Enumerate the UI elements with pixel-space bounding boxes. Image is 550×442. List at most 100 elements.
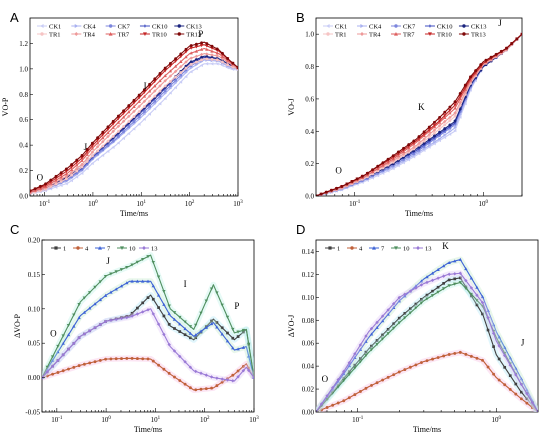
- data-point: [241, 364, 245, 368]
- data-point: [125, 315, 129, 320]
- data-point: [325, 394, 329, 398]
- y-tick-label: 0.20: [28, 237, 41, 245]
- data-point: [173, 327, 176, 330]
- y-axis-label: ΔVO-P: [13, 314, 22, 338]
- plot-frame: [315, 239, 539, 413]
- data-point: [167, 304, 171, 308]
- data-layer: [30, 41, 238, 196]
- legend-marker: [360, 24, 364, 28]
- data-point: [72, 365, 76, 369]
- data-point: [458, 100, 462, 105]
- legend-item: CK10: [139, 23, 167, 30]
- data-point: [453, 128, 457, 133]
- data-point: [148, 107, 152, 111]
- data-point: [205, 57, 209, 61]
- data-point: [220, 51, 224, 55]
- data-point: [168, 91, 172, 95]
- data-point: [358, 343, 363, 347]
- legend-item: TR7: [390, 31, 415, 38]
- data-point: [111, 129, 115, 134]
- data-point: [401, 152, 406, 156]
- data-point: [369, 348, 374, 352]
- data-point: [342, 399, 346, 403]
- data-point: [342, 379, 346, 383]
- data-point: [148, 104, 152, 108]
- y-tick-label: 0.6: [305, 95, 314, 103]
- data-point: [179, 52, 183, 56]
- legend-label: TR7: [403, 31, 415, 38]
- phase-annotation: I: [184, 279, 187, 289]
- data-point: [178, 315, 182, 319]
- data-point: [464, 286, 468, 291]
- data-point: [447, 284, 451, 288]
- data-point: [72, 313, 76, 317]
- legend-item: 1: [325, 245, 340, 252]
- data-point: [508, 387, 512, 391]
- legend: 1 4 7 10 13: [325, 245, 432, 252]
- data-point: [64, 170, 69, 174]
- data-point: [109, 272, 113, 276]
- data-point: [345, 182, 349, 186]
- data-point: [425, 275, 429, 279]
- data-point: [448, 119, 452, 123]
- data-point: [93, 285, 97, 289]
- data-point: [519, 377, 524, 381]
- data-point: [236, 335, 240, 338]
- data-point: [199, 311, 203, 315]
- data-point: [116, 129, 120, 133]
- data-point: [114, 357, 118, 361]
- data-point: [82, 296, 87, 300]
- data-point: [336, 377, 340, 382]
- series-4: [316, 349, 538, 412]
- data-point: [172, 317, 177, 321]
- data-point: [98, 298, 102, 302]
- legend: CK1 CK4 CK7 CK10 CK13 TR1 TR4 TR7 TR10 TR13: [323, 23, 486, 38]
- data-point: [157, 363, 161, 367]
- data-point: [375, 339, 379, 342]
- data-point: [463, 101, 467, 106]
- phase-annotation: O: [335, 165, 342, 175]
- data-point: [422, 130, 426, 134]
- data-point: [458, 257, 462, 261]
- data-point: [336, 401, 340, 405]
- data-point: [101, 136, 105, 140]
- data-point: [442, 354, 446, 358]
- data-point: [205, 47, 209, 51]
- data-point: [492, 345, 495, 348]
- legend-item: TR13: [458, 31, 486, 38]
- data-point: [132, 101, 136, 105]
- data-point: [101, 130, 105, 134]
- x-axis-label: Time/ms: [120, 209, 148, 218]
- data-point: [146, 255, 150, 259]
- data-point: [210, 62, 214, 66]
- data-point: [492, 372, 496, 376]
- data-point: [59, 179, 63, 183]
- data-point: [381, 333, 384, 337]
- legend-marker: [462, 32, 466, 36]
- data-point: [90, 154, 94, 158]
- y-tick-label: 0.06: [302, 340, 315, 348]
- data-point: [93, 302, 97, 306]
- data-point: [189, 70, 193, 74]
- data-point: [458, 97, 462, 101]
- data-point: [474, 69, 478, 73]
- data-point: [437, 132, 442, 136]
- data-point: [386, 157, 390, 161]
- series-13: [316, 270, 538, 412]
- legend-marker: [98, 246, 102, 250]
- data-point: [417, 151, 421, 156]
- data-point: [386, 327, 390, 331]
- data-point: [432, 128, 437, 132]
- data-point: [241, 368, 246, 373]
- panel-d: D 0.00 0.02 0.04 0.06 0.08 0.10 0.12 0.14 10-1 100…: [287, 222, 539, 434]
- data-point: [174, 57, 178, 61]
- data-point: [220, 326, 224, 330]
- data-point: [137, 99, 141, 103]
- legend-label: CK13: [471, 23, 487, 30]
- data-point: [325, 398, 329, 402]
- data-point: [80, 156, 84, 160]
- data-layer: [42, 252, 254, 393]
- data-point: [486, 328, 490, 332]
- data-point: [156, 275, 161, 279]
- legend-item: TR10: [424, 31, 452, 38]
